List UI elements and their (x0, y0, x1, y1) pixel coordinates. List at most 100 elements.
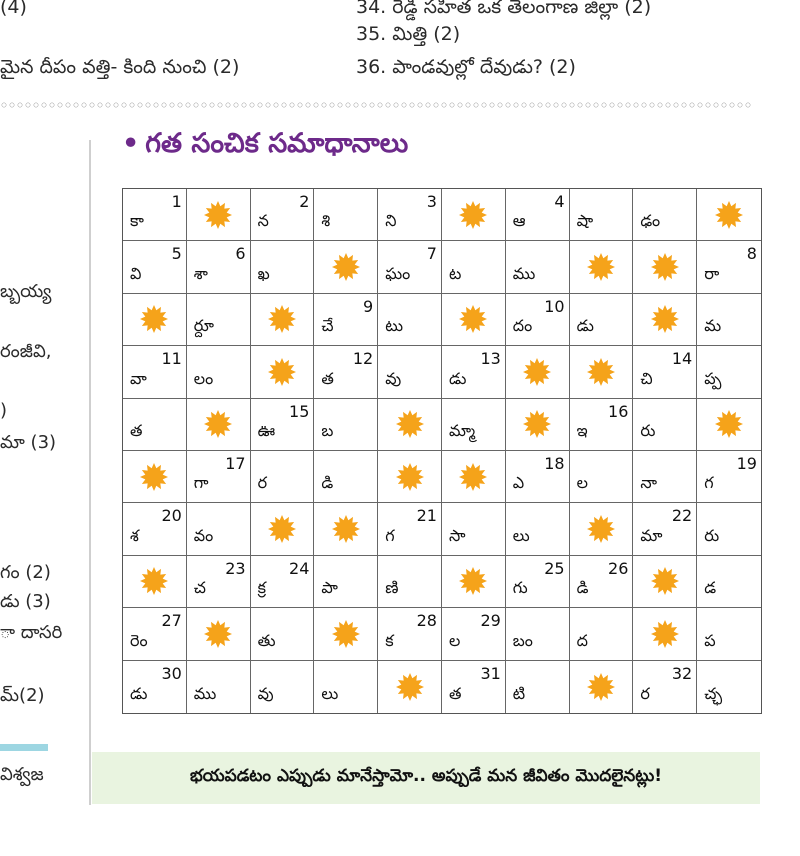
answer-letter: రెం (130, 630, 148, 650)
answer-cell: టు (378, 293, 442, 347)
answer-cell: 24 క్ర (250, 555, 315, 609)
sun-icon (715, 410, 744, 439)
left-fragment: బ్బయ్య (0, 281, 52, 302)
left-fragment: విశ్వజ (0, 764, 44, 785)
left-fragment: రంజీవి, (0, 341, 52, 362)
answer-letter: గా (193, 473, 209, 493)
answer-letter: లం (193, 368, 214, 388)
answer-letter: ణి (385, 578, 399, 598)
answer-cell: 14 చి (633, 346, 698, 399)
answer-cell: ప్ప (697, 346, 761, 399)
answer-cell: 17 గా (186, 451, 251, 504)
section-heading: • గత సంచిక సమాధానాలు (122, 128, 408, 166)
clue-number: 30 (161, 663, 182, 683)
clue-number: 6 (235, 244, 246, 264)
answer-letter: టి (512, 684, 526, 703)
answer-cell: ము (505, 241, 570, 294)
answer-cell: 3 ని (378, 189, 442, 242)
answer-letter: ప (704, 630, 716, 650)
answer-cell: చ్ఛ (697, 661, 761, 713)
answer-cell: ము (187, 660, 251, 713)
blocked-cell (378, 398, 442, 451)
answer-cell: 12 త (314, 346, 379, 399)
answer-letter: చి (640, 368, 653, 388)
sun-icon (140, 462, 169, 491)
answer-letter: సా (448, 525, 466, 545)
answer-letter: ల (576, 473, 588, 493)
answer-letter: తు (257, 630, 276, 650)
left-clue-fragment-top: (4) (0, 0, 27, 18)
answer-cell: 5 వి (123, 241, 187, 294)
sun-icon (140, 305, 169, 334)
answer-letter: బం (512, 630, 533, 650)
clue-number: 7 (426, 244, 437, 264)
blocked-cell (441, 451, 506, 504)
answer-cell: ర్దూ (186, 293, 251, 347)
answer-letter: ఇ (576, 421, 588, 440)
answer-cell: రు (633, 398, 698, 451)
quote-box: భయపడటం ఎప్పుడు మానేస్తామో.. అప్పుడే మన జ… (92, 752, 760, 804)
blocked-cell (123, 451, 187, 504)
answer-letter: నా (640, 473, 658, 493)
answer-cell: 32 ర (633, 660, 698, 713)
answer-letter: దం (512, 316, 533, 336)
blocked-cell (570, 660, 634, 713)
clue-number: 32 (671, 663, 693, 683)
answer-cell: 15 ఊ (250, 398, 315, 451)
clue-number: 8 (746, 244, 757, 264)
clue-number: 17 (225, 454, 246, 473)
answer-letter: క్ర (257, 578, 266, 598)
answer-cell: 18 ఎ (505, 451, 570, 504)
answer-cell: 10 దం (505, 293, 570, 347)
sun-icon (715, 200, 744, 229)
answer-cell: 23 చ (186, 555, 251, 609)
answer-cell: మ (697, 294, 761, 347)
answer-letter: టు (385, 316, 404, 336)
clue-number: 18 (544, 454, 565, 473)
answer-cell: ఢం (633, 189, 698, 242)
sun-icon (204, 619, 233, 648)
answer-cell: వు (378, 346, 442, 399)
answer-letter: త (321, 368, 334, 388)
blocked-cell (186, 398, 251, 451)
answer-cell: 7 ఘం (378, 241, 442, 294)
answer-cell: బం (505, 608, 570, 661)
clue-number: 29 (480, 611, 501, 631)
answer-cell: ప (697, 608, 761, 661)
sun-icon (331, 619, 360, 648)
blocked-cell (250, 293, 315, 347)
answer-letter: ర్దూ (193, 316, 214, 336)
answer-letter: ఊ (257, 421, 276, 440)
answer-letter: మ (704, 316, 722, 336)
answer-letter: లు (512, 525, 530, 545)
left-fragment: మా (3) (0, 432, 57, 453)
blocked-cell (441, 189, 506, 242)
clue-number: 13 (480, 349, 501, 369)
clue-number: 12 (352, 349, 374, 369)
answer-letter: రు (704, 525, 720, 545)
answer-letter: ఢం (640, 211, 661, 231)
answer-cell: త (123, 398, 187, 451)
blocked-cell (569, 241, 634, 294)
answer-letter: గ (704, 473, 714, 493)
answer-cell: నా (633, 451, 698, 504)
answer-cell: లం (186, 346, 251, 399)
clue-number: 25 (544, 558, 565, 578)
left-fragment: ా దాసరి (0, 622, 63, 643)
clue-35: 35. మిత్తి (2) (356, 23, 461, 45)
sun-icon (395, 462, 424, 491)
answer-letter: వా (130, 368, 147, 388)
crossword-answer-grid: 1 కా 2 న శి 3 ని 4 ఆ షా ఢం 5 వి 6 శా ఖ 7 ఘం ట ము 8 రా ర్దూ 9 చే ట… (122, 188, 762, 714)
answer-letter: ఘం (385, 263, 411, 283)
answer-cell: శి (314, 189, 379, 242)
answer-cell: ర (250, 451, 315, 504)
answer-cell: 31 త (442, 660, 506, 713)
blocked-cell (441, 555, 506, 609)
answer-cell: ణి (378, 555, 442, 609)
answer-letter: మ్మా (448, 421, 476, 440)
answer-letter: శి (321, 211, 331, 231)
clue-number: 16 (608, 401, 629, 421)
blocked-cell (186, 608, 251, 661)
clue-36: 36. పాండవుల్లో దేవుడు? (2) (356, 56, 576, 78)
